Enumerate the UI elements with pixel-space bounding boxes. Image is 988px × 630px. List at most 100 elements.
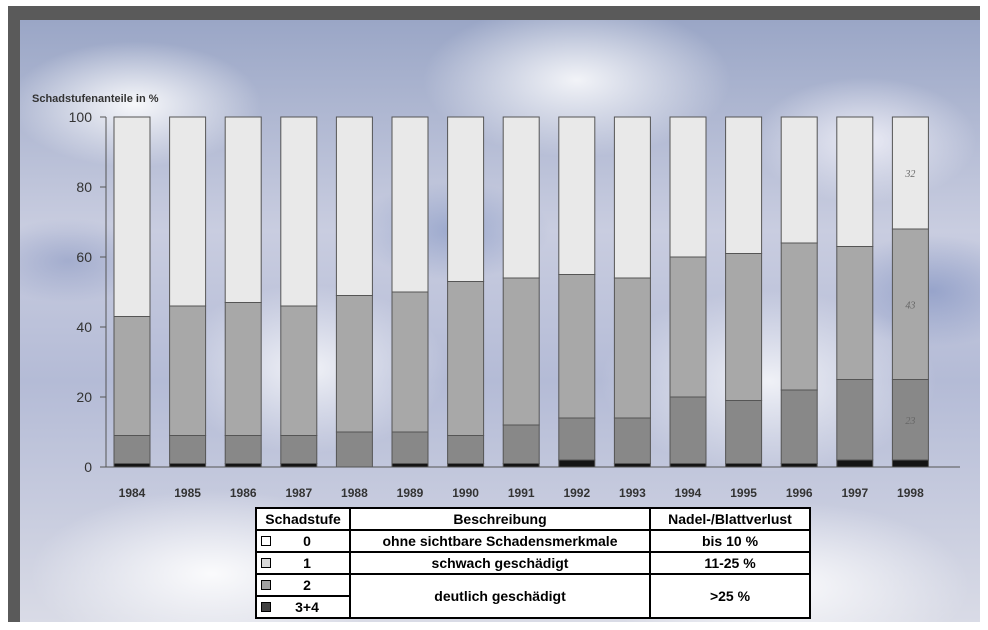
bar-segment-1997-0 xyxy=(836,116,874,247)
y-tick-label: 40 xyxy=(76,319,92,335)
x-tick-label: 1989 xyxy=(397,486,424,500)
swatch-icon-2 xyxy=(261,580,271,590)
bar-segment-1993-0 xyxy=(613,116,651,279)
bar-segment-1992-0 xyxy=(558,116,596,275)
bar-segment-1996-0 xyxy=(780,116,818,244)
bar-segment-1998-0 xyxy=(891,116,929,230)
bar-segment-1984-3+4 xyxy=(113,463,151,468)
y-axis-label: Schadstufenanteile in % xyxy=(32,93,159,105)
stufe-label-3: 3+4 xyxy=(295,599,319,615)
bar-segment-1989-0 xyxy=(391,116,429,293)
bar-segment-1986-1 xyxy=(224,302,262,436)
bar-segment-1987-3+4 xyxy=(280,463,318,468)
legend-loss-2: >25 % xyxy=(649,573,811,619)
bar-segment-1991-3+4 xyxy=(502,463,540,468)
bar-segment-1987-1 xyxy=(280,305,318,436)
header-schadstufe: Schadstufe xyxy=(255,507,351,531)
legend-loss-0: bis 10 % xyxy=(649,529,811,553)
x-tick-label: 1987 xyxy=(285,486,312,500)
bar-segment-1986-0 xyxy=(224,116,262,303)
header-beschreibung: Beschreibung xyxy=(349,507,651,531)
bar-segment-1989-1 xyxy=(391,291,429,433)
legend-desc-2: deutlich geschädigt xyxy=(349,573,651,619)
bar-segment-1994-1 xyxy=(669,256,707,398)
bar-segment-1988-1 xyxy=(335,295,373,433)
data-label: 43 xyxy=(905,300,915,311)
y-tick-label: 0 xyxy=(84,459,92,475)
bar-segment-1989-2 xyxy=(391,431,429,464)
bar-segment-1997-2 xyxy=(836,379,874,461)
bar-segment-1984-0 xyxy=(113,116,151,317)
legend-table: Schadstufe Beschreibung Nadel-/Blattverl… xyxy=(255,507,811,619)
swatch-icon-1 xyxy=(261,558,271,568)
x-tick-label: 1992 xyxy=(563,486,590,500)
bar-segment-1993-3+4 xyxy=(613,463,651,468)
stacked-bar-chart: Schadstufenanteile in % 0 20 40 60 80 100 1984… xyxy=(32,93,960,500)
bar-segment-1990-1 xyxy=(447,281,485,436)
swatch-icon-0 xyxy=(261,536,271,546)
bar-segment-1991-0 xyxy=(502,116,540,279)
data-label: 32 xyxy=(904,169,915,180)
chart-frame: Schadstufenanteile in % 0 20 40 60 80 100 1984… xyxy=(8,6,980,622)
bar-segment-1987-0 xyxy=(280,116,318,307)
bar-segment-1996-1 xyxy=(780,242,818,391)
bar-segment-1997-1 xyxy=(836,246,874,380)
data-label: 23 xyxy=(905,416,915,427)
bar-segment-1996-2 xyxy=(780,389,818,464)
bar-segment-1992-2 xyxy=(558,417,596,461)
bar-segment-1997-3+4 xyxy=(836,459,874,468)
x-tick-label: 1998 xyxy=(897,486,924,500)
bar-segment-1990-3+4 xyxy=(447,463,485,468)
legend-loss-1: 11-25 % xyxy=(649,551,811,575)
bar-segment-1984-2 xyxy=(113,435,151,464)
bar-segment-1996-3+4 xyxy=(780,463,818,468)
bar-segment-1994-2 xyxy=(669,396,707,464)
bar-segment-1988-2 xyxy=(335,431,373,468)
bar-segment-1985-0 xyxy=(169,116,207,307)
legend-stufe-cell: 2 xyxy=(255,573,351,597)
legend-row-2: 2 deutlich geschädigt >25 % xyxy=(255,573,811,619)
bar-segment-1985-3+4 xyxy=(169,463,207,468)
x-tick-label: 1994 xyxy=(675,486,702,500)
bar-segment-1990-2 xyxy=(447,435,485,464)
bar-segment-1998-3+4 xyxy=(891,459,929,468)
x-tick-label: 1993 xyxy=(619,486,646,500)
bar-segment-1992-1 xyxy=(558,274,596,419)
bar-segment-1995-2 xyxy=(725,400,763,464)
stufe-label-1: 1 xyxy=(303,555,311,571)
x-tick-label: 1986 xyxy=(230,486,257,500)
bar-segment-1992-3+4 xyxy=(558,459,596,468)
bar-segment-1986-3+4 xyxy=(224,463,262,468)
bar-segment-1991-2 xyxy=(502,424,540,464)
legend-stufe-cell: 3+4 xyxy=(255,595,351,619)
bar-segment-1986-2 xyxy=(224,435,262,464)
bar-segment-1990-0 xyxy=(447,116,485,282)
y-tick-label: 60 xyxy=(76,249,92,265)
stufe-label-0: 0 xyxy=(303,533,311,549)
swatch-icon-3 xyxy=(261,602,271,612)
bars xyxy=(113,116,929,468)
legend-row-1: 1 schwach geschädigt 11-25 % xyxy=(255,551,811,575)
bar-segment-1988-0 xyxy=(335,116,373,296)
bar-segment-1995-0 xyxy=(725,116,763,254)
bar-segment-1984-1 xyxy=(113,316,151,436)
legend-stufe-cell: 1 xyxy=(255,551,351,575)
legend-desc-1: schwach geschädigt xyxy=(349,551,651,575)
x-tick-label: 1990 xyxy=(452,486,479,500)
y-tick-label: 80 xyxy=(76,179,92,195)
bar-segment-1998-2 xyxy=(891,379,929,461)
legend-stufe-cell: 0 xyxy=(255,529,351,553)
bar-segment-1994-3+4 xyxy=(669,463,707,468)
x-tick-label: 1988 xyxy=(341,486,368,500)
y-tick-label: 20 xyxy=(76,389,92,405)
bar-segment-1985-1 xyxy=(169,305,207,436)
bar-segment-1985-2 xyxy=(169,435,207,464)
legend-row-3: 3+4 xyxy=(255,595,810,619)
data-labels: 32 43 23 xyxy=(904,169,915,427)
legend-header-row: Schadstufe Beschreibung Nadel-/Blattverl… xyxy=(255,507,811,531)
x-tick-label: 1997 xyxy=(841,486,868,500)
x-tick-label: 1991 xyxy=(508,486,535,500)
bar-segment-1994-0 xyxy=(669,116,707,258)
bar-segment-1995-1 xyxy=(725,253,763,401)
bar-segment-1989-3+4 xyxy=(391,463,429,468)
